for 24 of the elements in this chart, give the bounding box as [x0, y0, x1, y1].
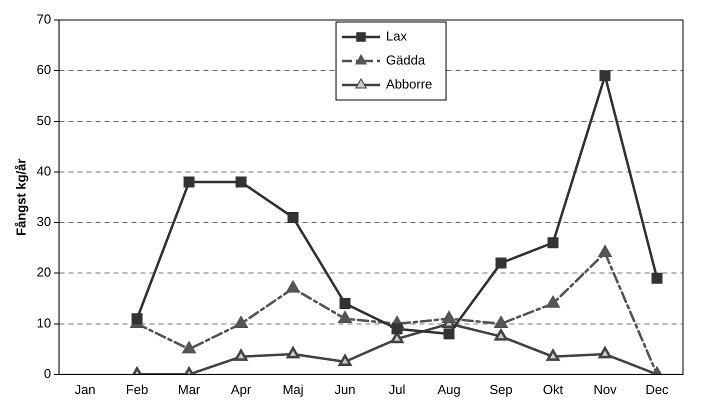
x-tick-label: Jul: [388, 382, 406, 397]
y-tick-label: 0: [44, 366, 52, 381]
x-tick-label: Jun: [334, 382, 356, 397]
x-tick-label: Feb: [126, 382, 148, 397]
x-tick-label: Sep: [489, 382, 513, 397]
x-tick-label: Nov: [593, 382, 618, 397]
y-tick-label: 50: [36, 112, 52, 128]
legend-label: Lax: [386, 28, 408, 44]
y-axis-title: Fångst kg/år: [13, 158, 28, 236]
y-tick-label: 40: [36, 163, 52, 178]
x-tick-label: Aug: [437, 382, 461, 397]
legend-label: Gädda: [386, 52, 426, 68]
y-tick-label: 30: [36, 214, 52, 230]
y-tick-label: 60: [36, 62, 52, 78]
x-tick-label: Okt: [542, 382, 564, 397]
y-tick-label: 20: [36, 264, 52, 280]
y-tick-label: 70: [36, 12, 52, 27]
x-tick-label: Dec: [645, 382, 670, 397]
y-tick-label: 10: [36, 315, 52, 330]
legend-label: Abborre: [386, 76, 432, 92]
x-tick-label: Jan: [74, 382, 96, 397]
x-tick-label: Maj: [282, 382, 304, 397]
x-tick-label: Mar: [178, 382, 201, 397]
x-tick-label: Apr: [230, 382, 252, 397]
